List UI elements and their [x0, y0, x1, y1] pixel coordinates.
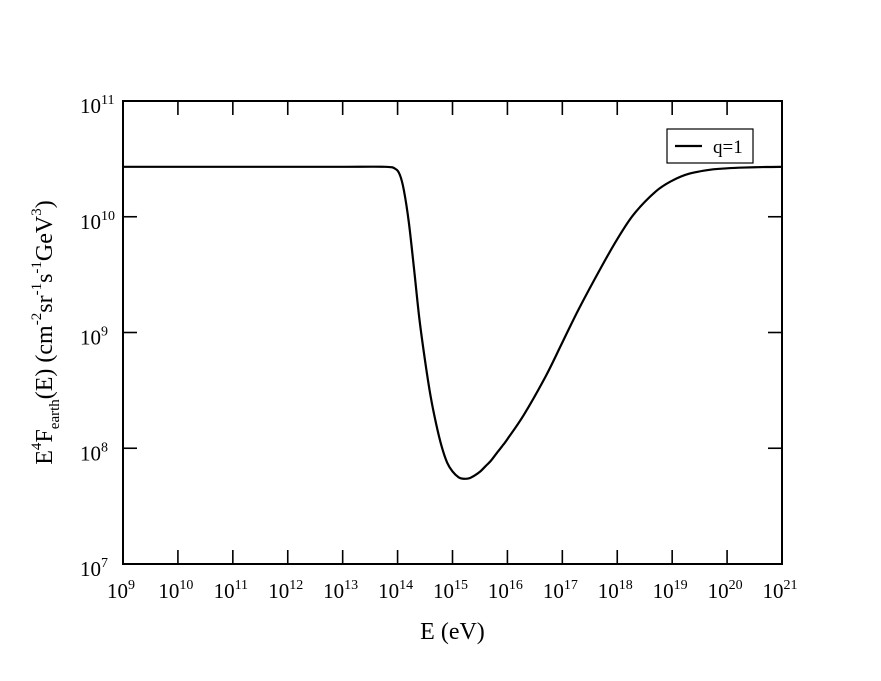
- x-tick-label: 1014: [378, 578, 413, 603]
- x-tick-exponent: 15: [454, 578, 468, 593]
- x-tick-exponent: 18: [619, 578, 633, 593]
- x-tick-label: 1020: [708, 578, 743, 603]
- x-tick-exponent: 20: [729, 578, 743, 593]
- x-tick-label: 1013: [323, 578, 358, 603]
- y-title-exp-m2: -2: [29, 313, 45, 326]
- x-tick-base: 10: [268, 579, 289, 603]
- legend-box: [666, 128, 754, 164]
- y-tick-exponent: 8: [101, 440, 108, 455]
- y-title-sub-earth: earth: [47, 399, 63, 429]
- x-tick-base: 10: [214, 579, 235, 603]
- y-title-exp-m1a: -1: [29, 283, 45, 296]
- y-tick-label: 108: [80, 440, 108, 465]
- y-tick-base: 10: [80, 557, 101, 581]
- y-tick-label: 109: [80, 325, 108, 350]
- y-tick-base: 10: [80, 326, 101, 350]
- y-title-s: s: [32, 274, 58, 283]
- x-tick-label: 1016: [488, 578, 523, 603]
- legend-label: q=1: [713, 137, 743, 158]
- x-tick-base: 10: [378, 579, 399, 603]
- y-tick-exponent: 10: [101, 209, 115, 224]
- x-tick-base: 10: [433, 579, 454, 603]
- x-ticks: [177, 101, 728, 564]
- y-title-e-cm: (E) (cm: [32, 325, 58, 399]
- legend: q=1: [666, 128, 754, 164]
- x-tick-label: 1010: [158, 578, 193, 603]
- x-tick-base: 10: [158, 579, 179, 603]
- x-tick-exponent: 11: [235, 578, 248, 593]
- x-tick-base: 10: [107, 579, 128, 603]
- y-title-sr: sr: [32, 295, 58, 312]
- y-tick-base: 10: [80, 210, 101, 234]
- x-tick-exponent: 19: [674, 578, 688, 593]
- x-tick-exponent: 17: [564, 578, 578, 593]
- x-tick-label: 1015: [433, 578, 468, 603]
- y-title-f: F: [32, 429, 58, 442]
- y-tick-label: 1011: [80, 93, 114, 118]
- x-tick-exponent: 16: [509, 578, 523, 593]
- x-axis-title: E (eV): [420, 619, 485, 645]
- x-tick-exponent: 13: [344, 578, 358, 593]
- y-title-close: ): [32, 200, 58, 208]
- y-title-exp-3: 3: [29, 208, 45, 216]
- y-axis-title: E4Fearth(E) (cm-2sr-1s-1GeV3): [29, 200, 63, 465]
- x-tick-exponent: 12: [289, 578, 303, 593]
- y-tick-exponent: 7: [101, 556, 108, 571]
- x-tick-base: 10: [598, 579, 619, 603]
- x-tick-exponent: 10: [179, 578, 193, 593]
- y-title-e: E: [32, 450, 58, 465]
- x-tick-base: 10: [763, 579, 784, 603]
- x-tick-exponent: 21: [784, 578, 798, 593]
- x-tick-label: 1018: [598, 578, 633, 603]
- x-tick-label: 1021: [763, 578, 798, 603]
- plot-frame: [122, 100, 783, 565]
- x-tick-base: 10: [653, 579, 674, 603]
- x-tick-base: 10: [323, 579, 344, 603]
- x-tick-exponent: 9: [128, 578, 135, 593]
- x-tick-label: 1019: [653, 578, 688, 603]
- x-tick-base: 10: [708, 579, 729, 603]
- x-tick-label: 1012: [268, 578, 303, 603]
- y-title-exp-m1b: -1: [29, 261, 45, 274]
- series-line-q1: [121, 165, 784, 480]
- x-tick-label: 109: [107, 578, 135, 603]
- x-tick-labels: 109 1010 1011 1012 1013 1014 1015 1016 1017 1018 1…: [107, 578, 798, 603]
- y-ticks: [123, 215, 782, 450]
- y-tick-base: 10: [80, 94, 101, 118]
- y-title-gev: GeV: [32, 215, 58, 261]
- x-tick-exponent: 14: [399, 578, 413, 593]
- x-tick-base: 10: [488, 579, 509, 603]
- y-tick-exponent: 9: [101, 325, 108, 340]
- x-tick-base: 10: [543, 579, 564, 603]
- y-tick-label: 1010: [80, 209, 115, 234]
- x-tick-label: 1011: [214, 578, 248, 603]
- y-tick-base: 10: [80, 441, 101, 465]
- y-tick-exponent: 11: [101, 93, 114, 108]
- x-tick-label: 1017: [543, 578, 578, 603]
- y-tick-label: 107: [80, 556, 108, 581]
- y-title-exp-4: 4: [29, 442, 45, 450]
